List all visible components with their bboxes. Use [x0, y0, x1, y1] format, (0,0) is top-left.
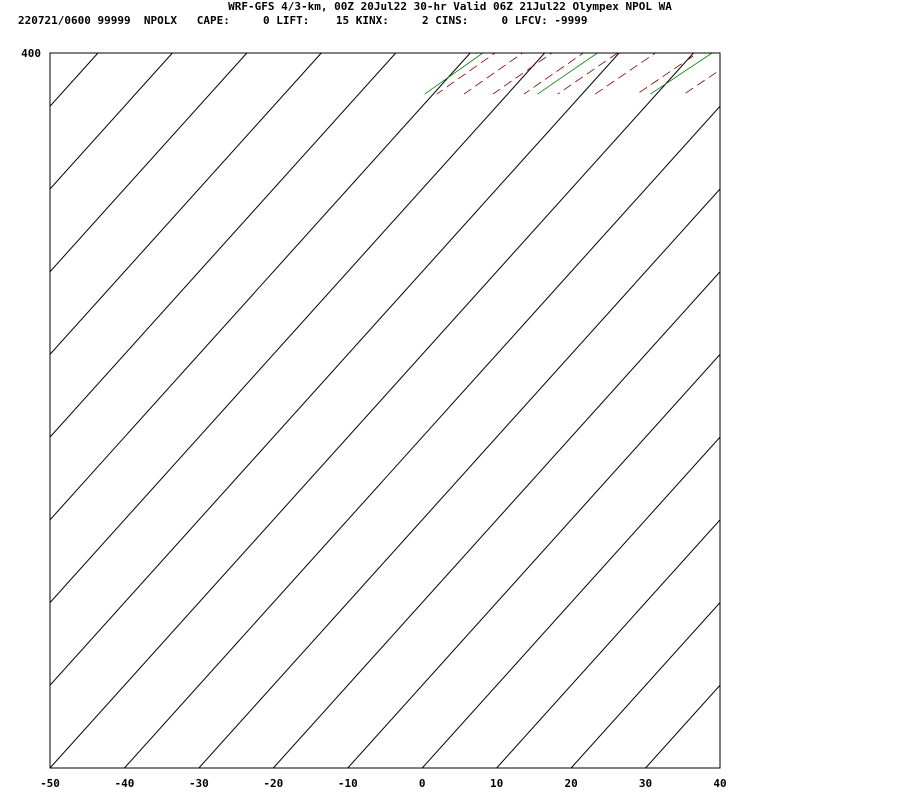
isotherm-line [50, 53, 397, 438]
dry-adiabat-line [424, 53, 484, 95]
x-tick-label: -10 [338, 777, 358, 790]
x-tick-label: 0 [419, 777, 426, 790]
dewpoint-profile-line [591, 0, 900, 14]
isotherm-line [50, 53, 99, 108]
mixing-ratio-line [820, 0, 900, 94]
axis-layer: -50-40-30-20-100102030404005006007008009… [21, 47, 727, 790]
isotherm-line [421, 436, 720, 768]
moist-adiabat-line [861, 0, 900, 94]
isotherm-line [496, 519, 720, 768]
isotherm-line [50, 53, 545, 604]
series-layer [591, 0, 900, 14]
isotherm-line [570, 601, 720, 768]
isotherm-line [645, 684, 720, 768]
stability-indices: 220721/0600 99999 NPOLX CAPE: 0 LIFT: 15… [18, 14, 588, 27]
isotherm-line [50, 53, 694, 768]
isotherm-line [198, 188, 720, 768]
moist-adiabat-line [523, 53, 585, 95]
isotherm-line [50, 53, 248, 273]
isotherm-line [794, 53, 900, 768]
x-tick-label: -20 [263, 777, 283, 790]
mixing-ratio-line [877, 0, 900, 94]
moist-adiabat-line [738, 0, 900, 94]
dry-adiabat-line [876, 0, 900, 94]
moist-adiabat-line [594, 53, 657, 95]
isotherm-line [272, 270, 720, 768]
x-tick-label: 20 [564, 777, 577, 790]
x-tick-label: 10 [490, 777, 503, 790]
plot-frame [49, 52, 721, 769]
moist-adiabat-line [683, 69, 720, 95]
x-tick-label: -40 [115, 777, 135, 790]
dry-adiabat-line [537, 53, 599, 95]
x-tick-label: 30 [639, 777, 652, 790]
chart-title: WRF-GFS 4/3-km, 00Z 20Jul22 30-hr Valid … [228, 0, 672, 13]
dry-adiabat-line [764, 0, 900, 94]
grid-layer [50, 0, 900, 768]
isotherm-line [50, 53, 620, 687]
isotherm-line [347, 353, 720, 768]
dry-adiabat-line [650, 53, 713, 95]
moist-adiabat-line [636, 53, 699, 95]
x-tick-label: -50 [40, 777, 60, 790]
mixing-ratio-line [749, 0, 900, 94]
temperature-profile-line [796, 0, 900, 14]
isotherm-line [50, 53, 173, 190]
moist-adiabat-line [436, 53, 496, 95]
moist-adiabat-line [463, 53, 524, 95]
y-tick-label: 400 [21, 47, 41, 60]
x-tick-label: -30 [189, 777, 209, 790]
isotherm-line [50, 53, 471, 521]
x-tick-label: 40 [713, 777, 726, 790]
moist-adiabat-line [557, 53, 619, 95]
moist-adiabat-line [797, 0, 900, 94]
isotherm-line [719, 767, 720, 768]
isotherm-line [124, 105, 720, 768]
isotherm-line [50, 53, 322, 356]
moist-adiabat-line [492, 53, 553, 95]
